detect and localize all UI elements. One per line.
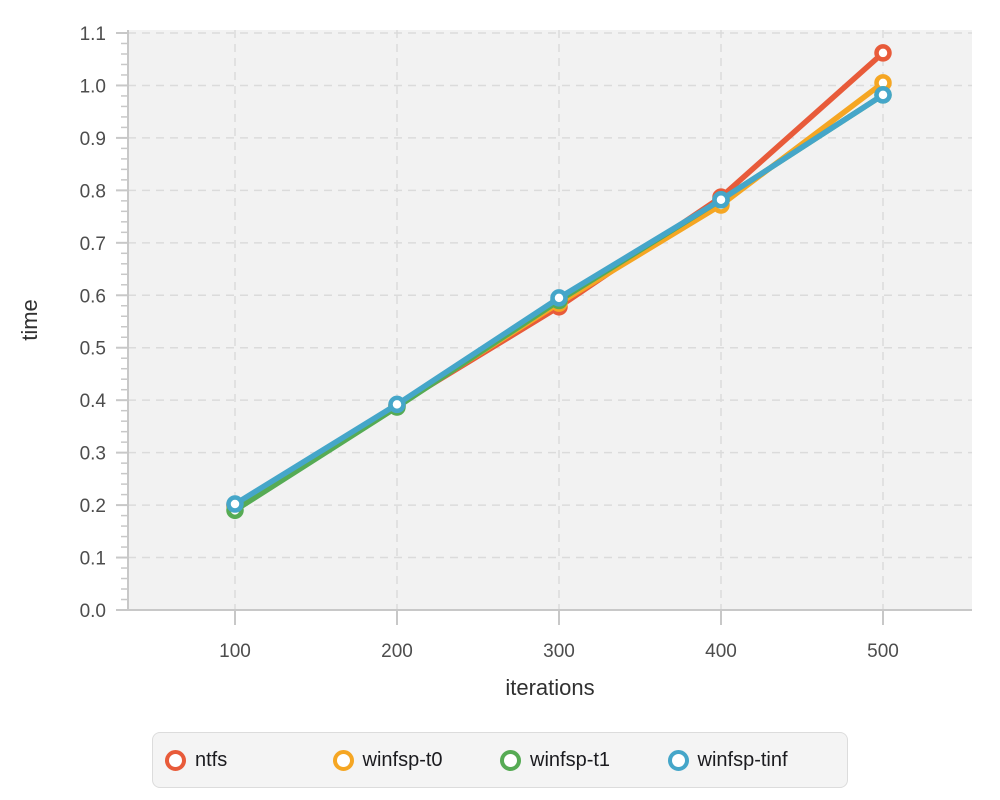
data-point-winfsp-tinf (388, 395, 406, 414)
winfsp-t1-ring-icon (500, 749, 521, 771)
y-tick-label: 0.6 (80, 286, 106, 307)
legend-item-winfsp-t0: winfsp-t0 (332, 748, 501, 772)
legend: ntfs winfsp-t0 winfsp-t1 winfsp-tinf (152, 732, 848, 788)
data-point-ntfs (874, 44, 892, 62)
y-tick-label: 0.7 (80, 234, 106, 255)
legend-item-winfsp-t1: winfsp-t1 (500, 749, 668, 772)
y-tick-label: 0.3 (80, 444, 106, 465)
y-tick-label: 0.1 (80, 549, 106, 570)
winfsp-tinf-ring-icon (667, 749, 689, 771)
x-tick-label: 500 (867, 641, 899, 662)
y-tick-label: 0.2 (80, 496, 106, 517)
y-tick-label: 1.0 (80, 76, 106, 97)
y-tick-label: 0.8 (80, 181, 106, 202)
ntfs-ring-icon (165, 749, 186, 771)
data-point-winfsp-tinf (712, 191, 730, 209)
data-point-winfsp-tinf (874, 86, 892, 104)
x-tick-label: 200 (381, 641, 413, 662)
y-tick-label: 0.5 (80, 339, 106, 360)
legend-item-ntfs: ntfs (165, 749, 333, 772)
winfsp-t0-ring-icon (332, 749, 354, 771)
legend-item-winfsp-tinf: winfsp-tinf (667, 748, 836, 772)
legend-label-winfsp-t0: winfsp-t0 (362, 748, 443, 771)
x-tick-label: 100 (219, 641, 251, 662)
y-tick-label: 0.9 (80, 129, 106, 150)
data-point-winfsp-tinf (226, 495, 244, 513)
y-tick-label: 0.4 (80, 391, 107, 412)
y-tick-label: 0.0 (80, 601, 106, 622)
x-tick-label: 300 (543, 641, 575, 662)
legend-label-winfsp-t1: winfsp-t1 (530, 748, 611, 771)
line-chart: 0.0 0.1 0.2 0.3 0.4 0.5 0.6 0.7 0.8 0.9 1.0 1.1 100 2… (17, 24, 972, 700)
y-axis-label: time (17, 299, 42, 341)
x-axis-label: iterations (505, 675, 594, 700)
y-tick-label: 1.1 (80, 24, 106, 45)
data-point-winfsp-tinf (550, 289, 568, 307)
x-tick-label: 400 (705, 641, 737, 662)
legend-label-winfsp-tinf: winfsp-tinf (697, 748, 788, 771)
legend-label-ntfs: ntfs (195, 748, 228, 771)
